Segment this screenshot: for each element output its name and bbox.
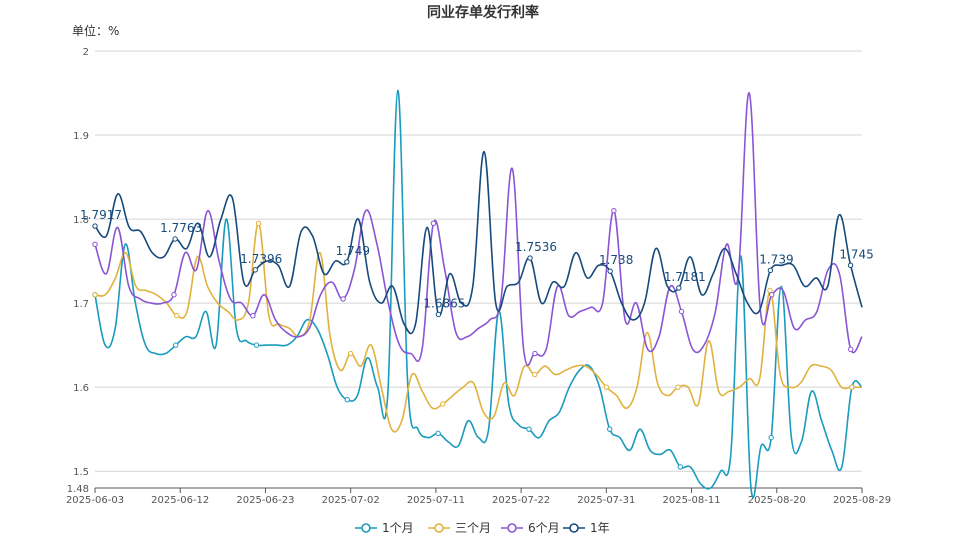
- data-point[interactable]: [678, 308, 685, 315]
- data-point[interactable]: [603, 384, 610, 390]
- legend-circle-icon: [507, 523, 517, 533]
- data-point[interactable]: [768, 434, 774, 441]
- x-tick-label: 2025-06-23: [236, 495, 294, 506]
- legend-circle-icon: [569, 523, 579, 533]
- y-tick-label: 1.48: [67, 484, 89, 495]
- x-tick-label: 2025-06-12: [151, 495, 209, 506]
- data-label: 1.739: [759, 252, 793, 266]
- data-label: 1.7181: [664, 270, 706, 284]
- data-label: 1.7917: [80, 208, 122, 222]
- data-point[interactable]: [526, 426, 532, 432]
- data-label: 1.738: [599, 253, 633, 267]
- series-line-1[interactable]: [94, 89, 863, 499]
- x-tick-label: 2025-08-29: [833, 495, 891, 506]
- data-point[interactable]: [769, 292, 775, 298]
- data-label: 1.745: [839, 247, 873, 261]
- data-point[interactable]: [440, 401, 446, 407]
- data-point[interactable]: [435, 430, 441, 437]
- data-point[interactable]: [675, 384, 681, 390]
- series-line-4[interactable]: [94, 150, 863, 335]
- axes: 1.48 1.5 1.6 1.7 1.8 1.9 2 2025-06-03 2025-06-12…: [66, 47, 891, 506]
- x-tick-label: 2025-07-31: [577, 495, 635, 506]
- data-point[interactable]: [344, 397, 351, 403]
- data-label: 1.749: [336, 244, 370, 258]
- x-tick-label: 2025-07-11: [407, 495, 465, 506]
- legend-item-2[interactable]: 三个月: [428, 521, 491, 535]
- data-point[interactable]: [255, 220, 262, 226]
- x-tick-label: 2025-08-11: [662, 495, 720, 506]
- legend-circle-icon: [361, 523, 371, 533]
- series-line-2[interactable]: [94, 222, 862, 433]
- legend-label: 1个月: [382, 521, 414, 535]
- legend-label: 6个月: [528, 521, 560, 535]
- grid-lines: [95, 50, 862, 472]
- y-tick-label: 2: [83, 47, 89, 58]
- data-point[interactable]: [532, 350, 538, 357]
- y-tick-label: 1.7: [73, 299, 89, 310]
- legend-circle-icon: [434, 523, 444, 533]
- data-point[interactable]: [767, 267, 774, 274]
- series-line-3[interactable]: [94, 92, 863, 366]
- legend-item-1[interactable]: 1个月: [355, 521, 414, 535]
- legend-label: 1年: [590, 521, 610, 535]
- data-label: 1.6865: [423, 296, 465, 310]
- data-label: 1.7763: [160, 221, 202, 235]
- data-point[interactable]: [849, 384, 855, 390]
- legend[interactable]: 1个月 三个月 6个月 1年: [355, 521, 610, 535]
- x-tick-label: 2025-06-03: [66, 495, 124, 506]
- y-tick-label: 1.9: [73, 131, 89, 142]
- unit-label: 单位：%: [72, 23, 119, 38]
- data-point[interactable]: [172, 236, 178, 242]
- data-point[interactable]: [435, 311, 442, 318]
- y-tick-label: 1.8: [73, 215, 89, 226]
- data-point[interactable]: [92, 223, 98, 229]
- series-lines: [92, 89, 863, 499]
- data-point[interactable]: [347, 350, 354, 357]
- data-point[interactable]: [527, 255, 533, 261]
- legend-item-4[interactable]: 1年: [563, 521, 610, 535]
- data-point[interactable]: [174, 313, 180, 319]
- data-point[interactable]: [92, 292, 98, 298]
- legend-label: 三个月: [455, 521, 491, 535]
- y-tick-label: 1.6: [73, 383, 89, 394]
- y-tick-label: 1.5: [73, 467, 89, 478]
- x-tick-label: 2025-08-20: [748, 495, 806, 506]
- data-point[interactable]: [847, 262, 854, 268]
- data-labels: 1.7917 1.7763 1.7396 1.749 1.6865 1.7536 1.738…: [80, 208, 874, 310]
- data-point[interactable]: [611, 207, 617, 214]
- data-point[interactable]: [92, 241, 98, 247]
- data-point[interactable]: [344, 259, 350, 265]
- data-label: 1.7536: [515, 240, 557, 254]
- data-point[interactable]: [677, 464, 684, 470]
- data-point[interactable]: [848, 346, 854, 353]
- data-point[interactable]: [171, 292, 177, 298]
- data-point[interactable]: [606, 426, 613, 432]
- data-point[interactable]: [173, 342, 179, 348]
- x-tick-label: 2025-07-22: [492, 495, 550, 506]
- data-point[interactable]: [250, 313, 256, 319]
- x-tick-label: 2025-07-02: [322, 495, 380, 506]
- data-point[interactable]: [253, 342, 260, 348]
- data-point[interactable]: [252, 267, 258, 273]
- chart-title: 同业存单发行利率: [427, 4, 539, 21]
- data-label: 1.7396: [240, 252, 282, 266]
- legend-item-3[interactable]: 6个月: [501, 521, 560, 535]
- data-point[interactable]: [607, 268, 613, 274]
- data-point[interactable]: [430, 220, 437, 226]
- data-point[interactable]: [340, 296, 346, 302]
- data-point[interactable]: [532, 371, 538, 378]
- data-point[interactable]: [676, 285, 682, 291]
